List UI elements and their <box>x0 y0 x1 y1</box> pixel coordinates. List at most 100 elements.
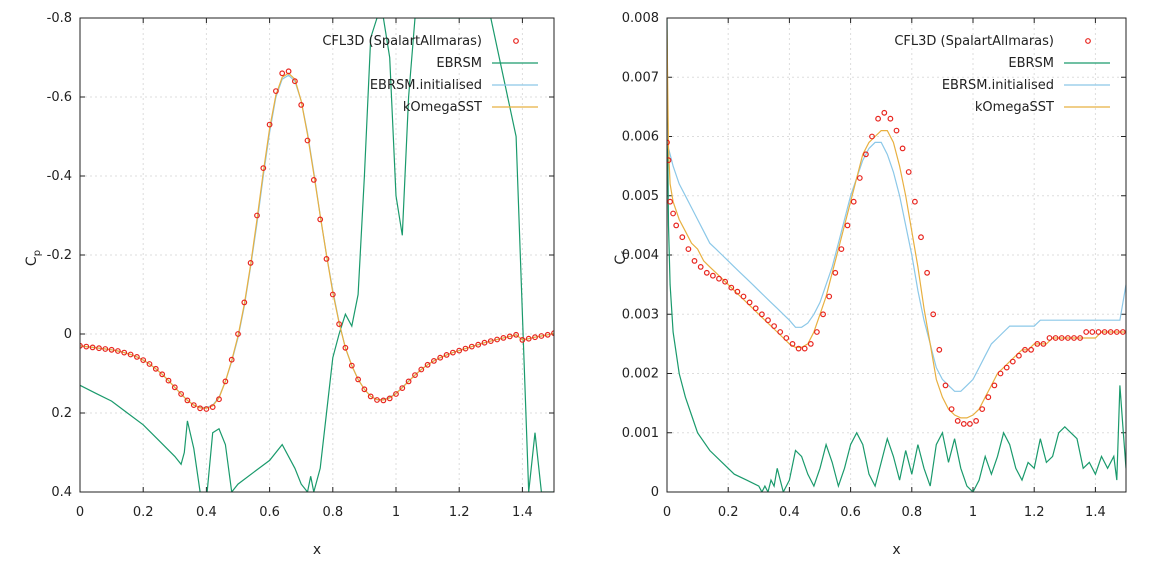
x-axis-label: x <box>313 542 321 558</box>
series-marker <box>506 333 513 340</box>
series-marker <box>771 323 777 330</box>
series-line-2 <box>667 18 1126 492</box>
series-marker <box>500 335 507 341</box>
series-marker <box>386 395 393 402</box>
series-marker <box>203 406 210 412</box>
series-marker <box>152 365 159 372</box>
y-tick-label: 0.4 <box>51 485 72 500</box>
x-tick-label: 1.2 <box>1024 505 1045 520</box>
series-marker <box>216 396 222 403</box>
y-tick-label: 0 <box>651 485 659 500</box>
series-marker <box>367 393 374 400</box>
legend-label: kOmegaSST <box>403 100 482 115</box>
series-marker <box>936 346 943 353</box>
series-marker <box>960 421 967 427</box>
series-marker <box>405 378 412 385</box>
chart-panel-1: 0 0.2 0.4 0.6 0.8 1 1.2 1.4 -0.8 -0.6 -0.4 -0.2 0 0.2… <box>24 11 555 558</box>
series-marker <box>241 299 248 306</box>
series-marker <box>734 288 741 295</box>
series-marker <box>481 339 488 346</box>
legend-label: CFL3D (SpalartAllmaras) <box>322 34 482 49</box>
series-marker <box>96 345 102 352</box>
series-marker <box>228 356 235 363</box>
series-marker <box>361 386 368 393</box>
series-marker <box>450 349 456 356</box>
series-marker <box>222 378 229 385</box>
plot-area <box>80 18 554 492</box>
series-marker <box>942 382 949 389</box>
series-marker <box>930 311 937 318</box>
series-marker <box>468 343 475 350</box>
series-marker <box>1071 335 1077 341</box>
series-marker <box>795 345 802 352</box>
series-marker <box>260 165 267 172</box>
series-marker <box>670 210 676 217</box>
legend: CFL3D (SpalartAllmaras) EBRSM EBRSM.initia… <box>322 34 538 115</box>
series-marker <box>146 361 153 367</box>
series-marker <box>133 354 140 360</box>
series-marker <box>171 384 178 391</box>
series-marker <box>83 343 90 350</box>
legend-label: kOmegaSST <box>975 100 1054 115</box>
series-marker <box>838 246 845 253</box>
series-marker <box>820 311 826 318</box>
series-marker <box>292 78 298 85</box>
x-tick-label: 0.4 <box>196 505 217 520</box>
y-tick-label: -0.2 <box>47 248 72 263</box>
legend-label: EBRSM <box>1008 56 1054 71</box>
series-marker <box>165 377 172 384</box>
series-marker <box>317 216 324 223</box>
legend-label: EBRSM.initialised <box>370 78 482 93</box>
series-marker <box>728 284 735 291</box>
y-tick-label: 0 <box>64 327 72 342</box>
series-marker <box>424 361 431 368</box>
x-tick-label: 0.2 <box>133 505 154 520</box>
y-axis-label-subscript: p <box>32 250 43 256</box>
y-tick-label: 0.2 <box>51 406 72 421</box>
y-tick-label: 0.001 <box>622 426 659 441</box>
series-marker <box>393 391 399 397</box>
series-marker <box>832 269 839 276</box>
series-marker <box>887 115 894 122</box>
x-tick-label: 1.4 <box>512 505 533 520</box>
series-marker <box>881 109 888 116</box>
series-marker <box>667 198 673 205</box>
series-marker <box>1009 358 1016 365</box>
y-tick-label: 0.003 <box>622 307 659 322</box>
series-marker <box>801 345 808 352</box>
series-marker <box>418 366 425 373</box>
series-marker <box>412 372 418 379</box>
series-marker <box>494 336 501 343</box>
series-line-3 <box>80 74 554 409</box>
series-marker <box>1101 329 1108 335</box>
y-tick-label: -0.8 <box>47 11 72 26</box>
series-marker <box>905 169 912 175</box>
series-marker <box>475 341 482 348</box>
x-tick-label: 0.2 <box>718 505 739 520</box>
series-marker <box>997 370 1004 377</box>
series-marker <box>1016 352 1022 359</box>
series-marker <box>850 198 857 205</box>
series-marker <box>1095 329 1102 335</box>
series-marker <box>310 176 317 183</box>
series-marker <box>1113 329 1120 335</box>
series-marker <box>348 362 355 369</box>
series-marker <box>807 341 814 347</box>
series-marker <box>722 278 728 285</box>
series-line-4 <box>80 72 554 409</box>
series-marker <box>826 293 833 300</box>
x-tick-label: 1.4 <box>1085 505 1106 520</box>
x-tick-label: 0 <box>663 505 671 520</box>
series-marker <box>765 317 771 324</box>
x-tick-label: 0.6 <box>259 505 280 520</box>
plot-frame <box>666 17 1127 493</box>
series-marker <box>954 418 961 424</box>
series-marker <box>991 382 998 389</box>
series-marker <box>1046 335 1053 341</box>
series-marker <box>235 331 241 337</box>
series-marker <box>948 406 955 413</box>
series-marker <box>1058 335 1065 341</box>
series-marker <box>875 115 881 122</box>
y-tick-label: 0.005 <box>622 189 659 204</box>
